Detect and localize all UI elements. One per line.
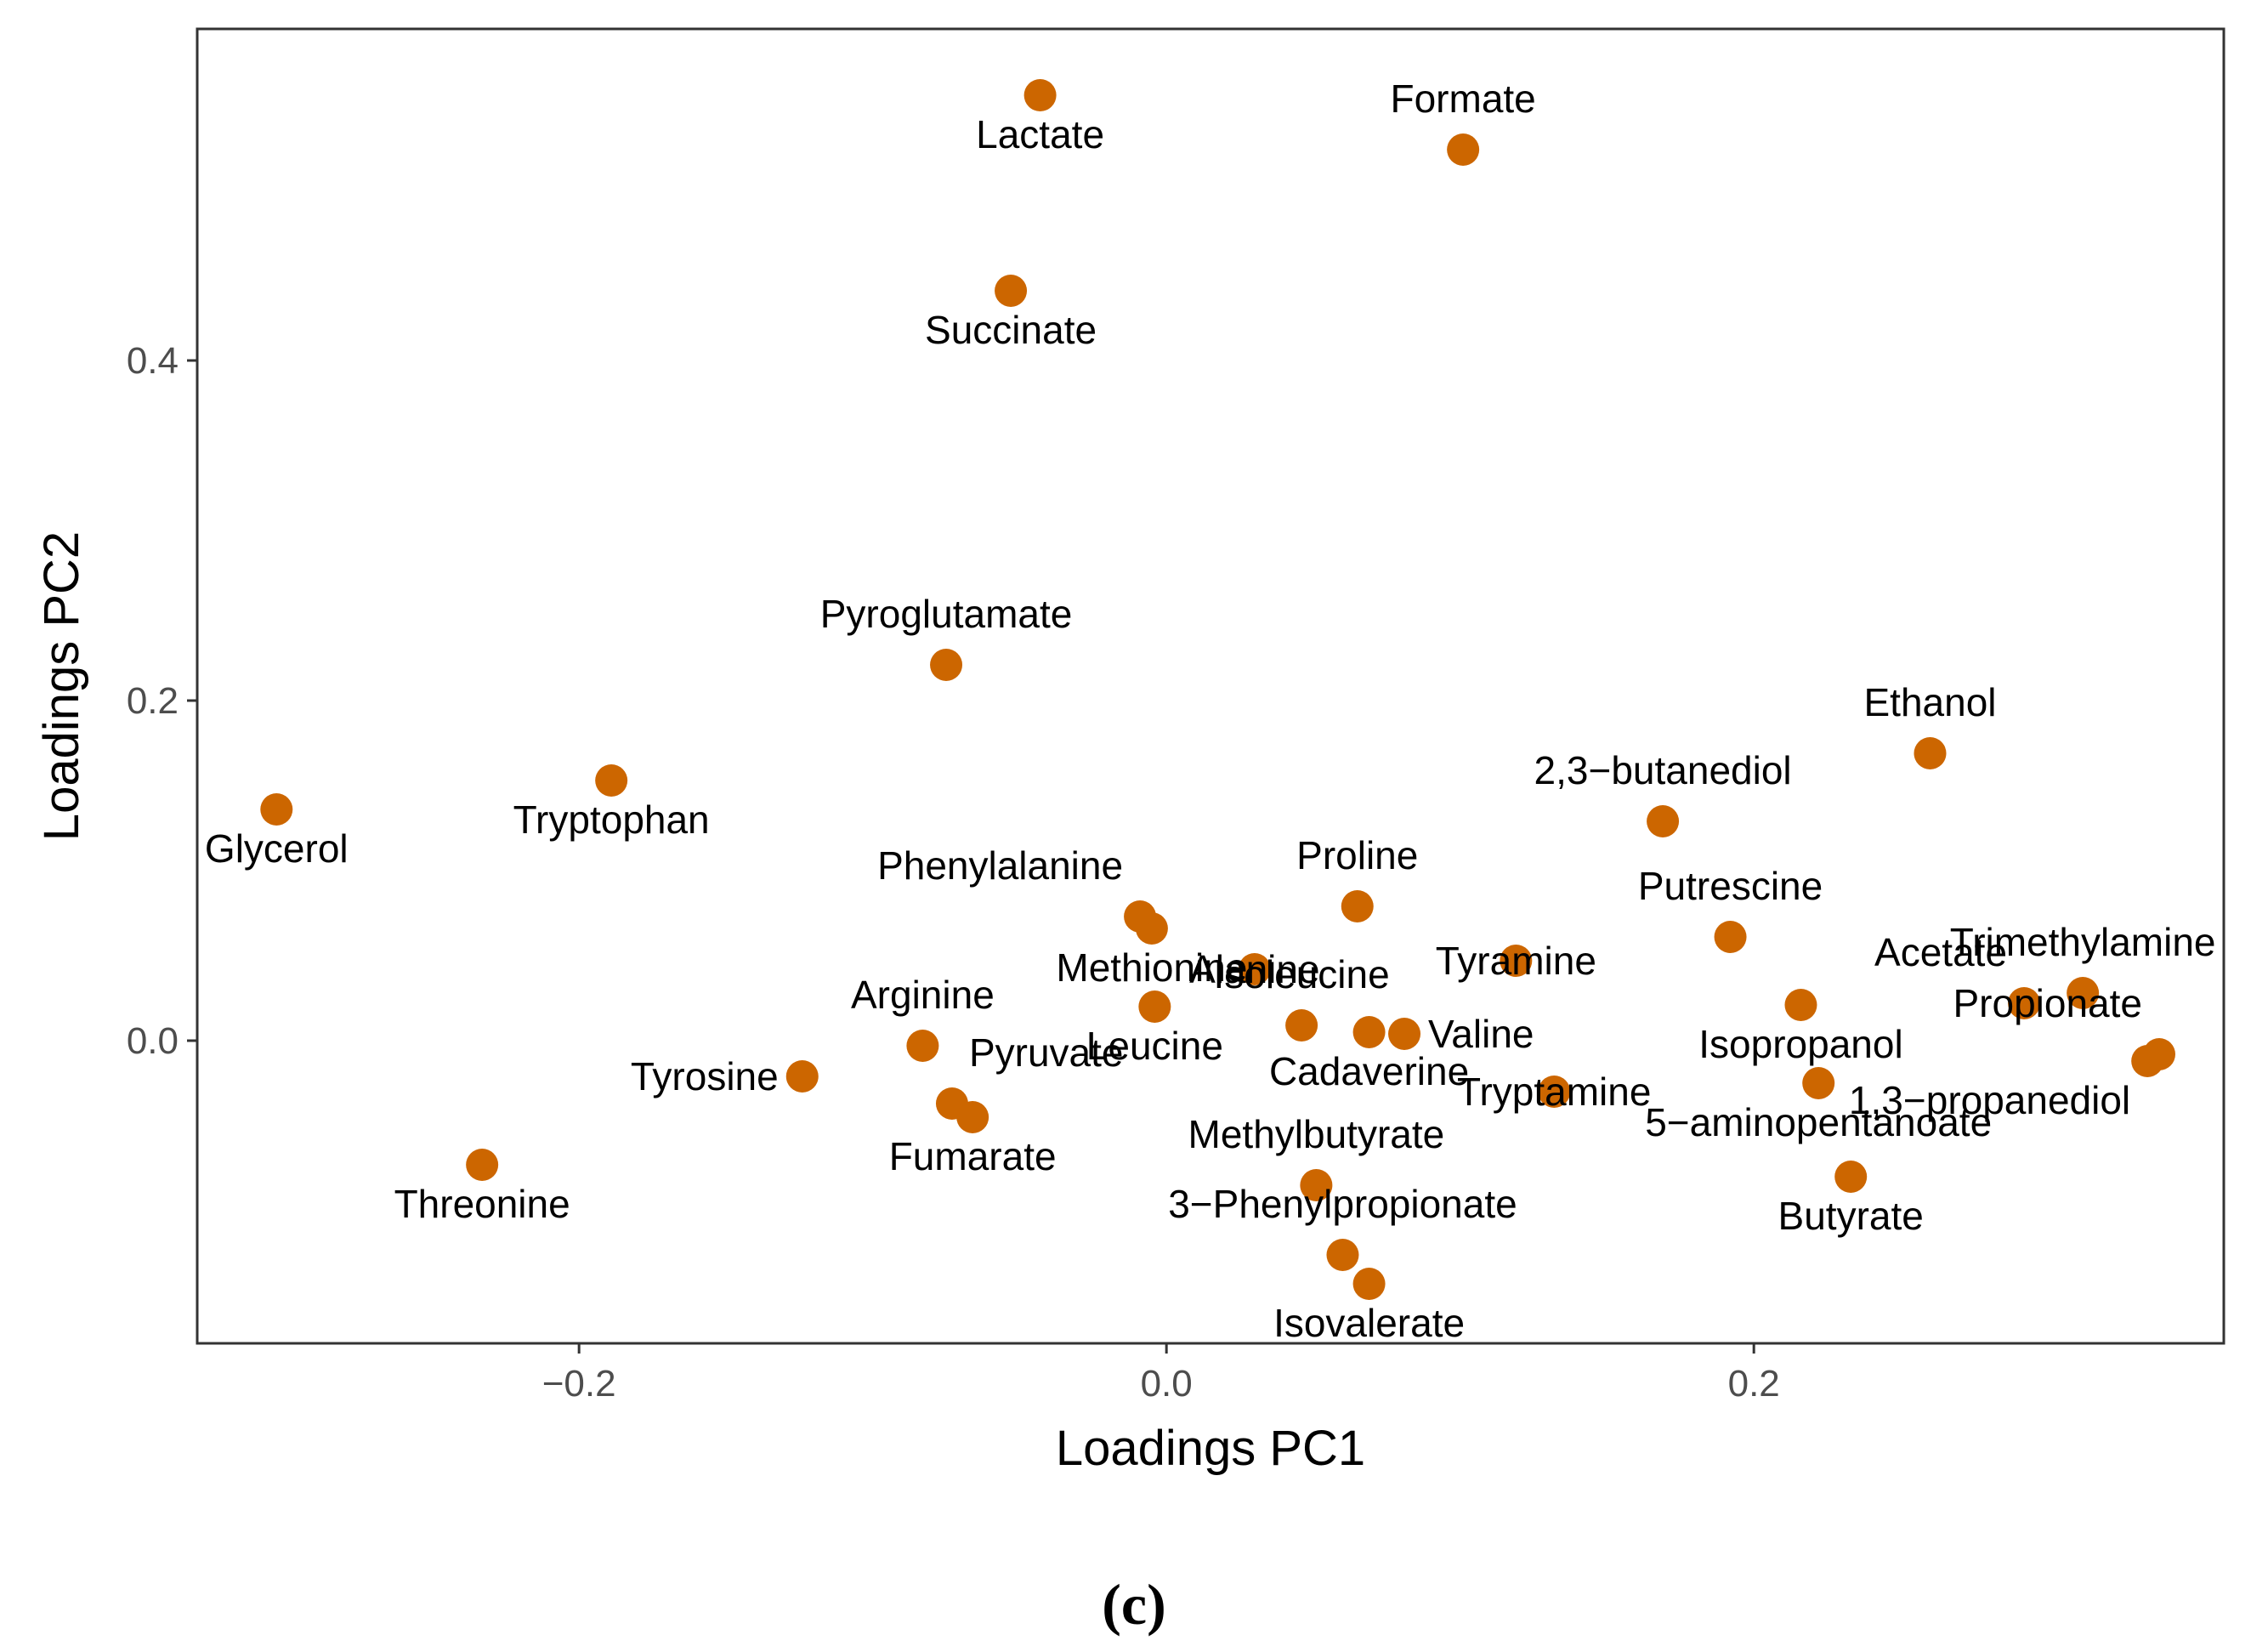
point-2-3-butanediol [1647,805,1680,837]
label-leucine: Leucine [1086,1024,1223,1068]
point-tyramine [1500,945,1533,977]
y-tick-label: 0.4 [127,340,179,382]
point-proline [1341,890,1374,922]
point-ethanol [1914,737,1947,769]
plot-panel [196,27,2225,1345]
point-valine [1388,1018,1421,1050]
point-5-aminopentanoate [1802,1067,1835,1099]
x-axis-title: Loadings PC1 [1056,1421,1365,1476]
point-cadaverine [1352,1016,1386,1048]
point-putrescine [1714,921,1747,953]
point-labels: Lactate Formate Succinate Pyroglutamate Glyc… [205,77,2216,1345]
point-isopropanol [1784,989,1817,1021]
data-points [260,79,2175,1300]
y-axis: 0.0 0.2 0.4 [127,340,197,1062]
label-pyroglutamate: Pyroglutamate [820,592,1073,636]
label-ethanol: Ethanol [1863,680,1996,724]
label-threonine: Threonine [394,1182,570,1226]
point-fumarate [956,1101,989,1133]
label-arginine: Arginine [851,973,995,1017]
label-tyrosine: Tyrosine [631,1054,779,1098]
point-methylbutyrate [1300,1169,1333,1201]
point-acetate [2008,987,2041,1019]
figure-caption: (c) [1102,1572,1165,1637]
point-succinate [995,275,1028,307]
label-tryptamine: Tryptamine [1457,1070,1651,1114]
point-arginine [906,1030,939,1062]
label-glycerol: Glycerol [205,826,349,871]
point-1-3-propanediol [2131,1045,2164,1077]
point-trimethylamine [2067,977,2100,1009]
label-methionine: Methionine [1056,945,1247,990]
label-tyramine: Tyramine [1436,939,1596,983]
label-fumarate: Fumarate [889,1134,1057,1178]
point-alanine [1238,953,1271,985]
y-tick-label: 0.0 [127,1020,179,1062]
label-phenylalanine: Phenylalanine [877,843,1123,888]
label-2-3-butanediol: 2,3−butanediol [1534,748,1792,792]
label-tryptophan: Tryptophan [513,797,710,842]
label-methylbutyrate: Methylbutyrate [1188,1112,1445,1156]
point-3-phenylpropionate [1326,1239,1359,1271]
label-isopropanol: Isopropanol [1698,1022,1902,1066]
label-valine: Valine [1428,1012,1534,1056]
x-axis: −0.2 0.0 0.2 [542,1343,1780,1405]
label-proline: Proline [1296,833,1418,877]
point-methionine [1135,912,1168,945]
label-butyrate: Butyrate [1778,1194,1924,1238]
point-lactate [1023,79,1057,111]
x-tick-label: 0.0 [1141,1363,1193,1405]
label-5-aminopentanoate: 5−aminopentanoate [1645,1100,1992,1144]
point-tryptophan [595,764,628,797]
label-formate: Formate [1391,77,1536,121]
y-axis-title: Loadings PC2 [34,531,89,841]
y-tick-label: 0.2 [127,680,179,722]
point-leucine [1138,990,1171,1023]
label-putrescine: Putrescine [1638,864,1823,908]
point-butyrate [1834,1161,1868,1193]
label-3-phenylpropionate: 3−Phenylpropionate [1168,1182,1517,1226]
label-alanine: Alanine [1189,947,1319,991]
point-glycerol [260,793,293,826]
label-succinate: Succinate [925,308,1097,352]
label-propionate: Propionate [1953,981,2142,1025]
label-1-3-propanediol: 1,3−propanediol [1849,1078,2130,1122]
label-isoleucine: Isoleucine [1214,952,1390,996]
x-tick-label: −0.2 [542,1363,616,1405]
point-tryptamine [1538,1076,1571,1108]
point-threonine [466,1149,499,1181]
label-pyruvate: Pyruvate [969,1030,1124,1075]
label-lactate: Lactate [976,112,1104,156]
label-trimethylamine: Trimethylamine [1950,920,2216,964]
point-isoleucine [1285,1009,1318,1042]
point-pyroglutamate [930,649,963,681]
label-acetate: Acetate [1874,930,2007,974]
x-tick-label: 0.2 [1728,1363,1780,1405]
label-isovalerate: Isovalerate [1273,1301,1465,1345]
label-cadaverine: Cadaverine [1269,1049,1469,1093]
point-tyrosine [785,1060,819,1093]
point-formate [1447,133,1480,166]
point-isovalerate [1352,1268,1386,1300]
